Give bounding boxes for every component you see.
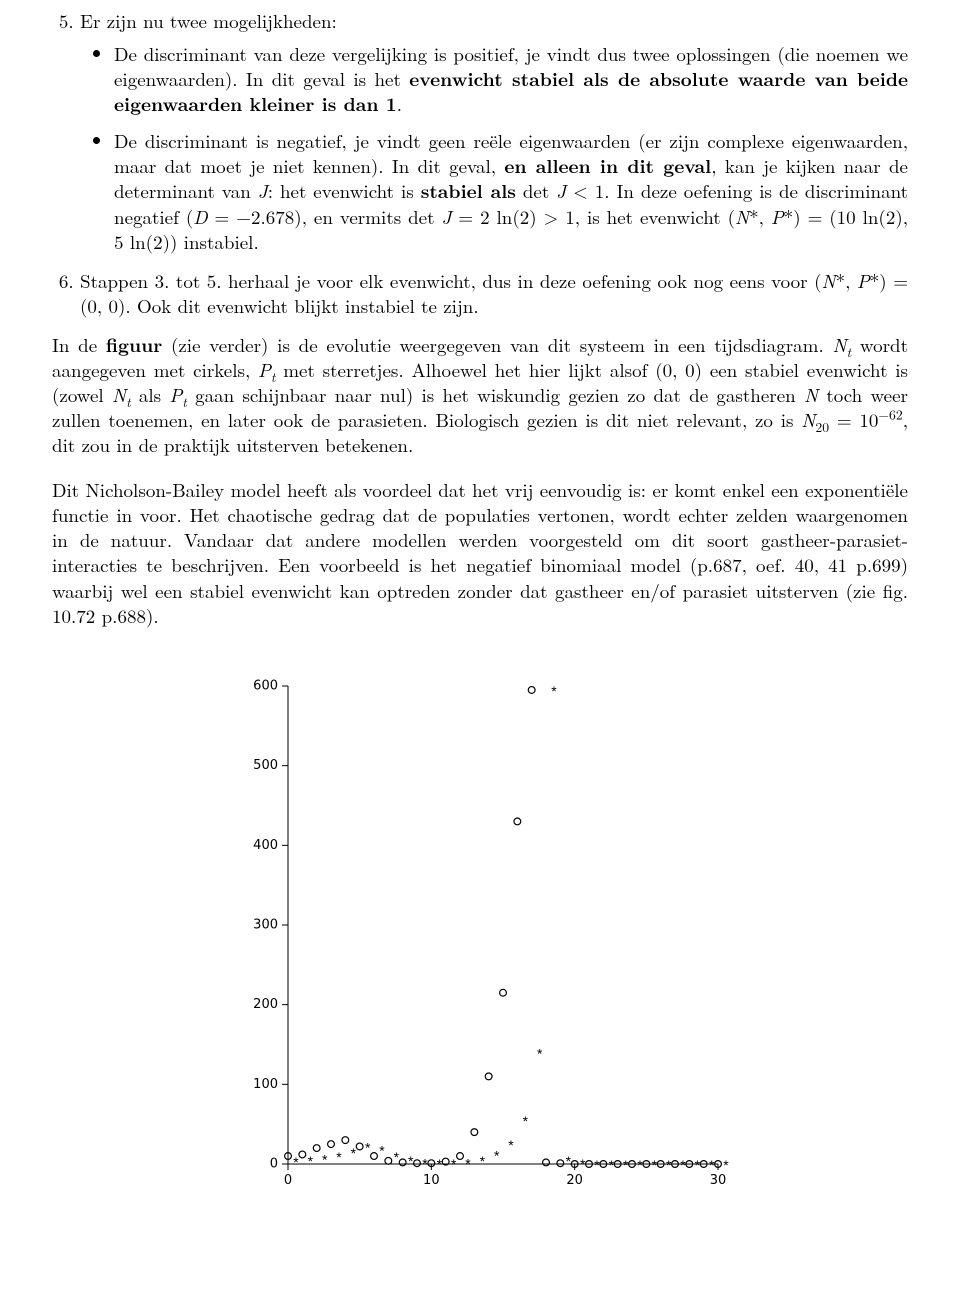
data-point-star: * (551, 683, 557, 699)
data-point-circle (543, 1159, 550, 1166)
data-point-circle (385, 1157, 392, 1164)
data-point-star: * (422, 1155, 428, 1171)
data-point-star: * (580, 1156, 586, 1172)
data-point-star: * (623, 1157, 629, 1173)
y-tick-label: 0 (270, 1156, 278, 1171)
data-point-star: * (594, 1157, 600, 1173)
data-point-star: * (637, 1157, 643, 1173)
paragraph-nicholson-bailey: Dit Nicholson-Bailey model heeft als voo… (52, 477, 908, 627)
list-item-5: Er zijn nu twee mogelijkheden: De discri… (80, 8, 908, 254)
data-point-star: * (666, 1157, 672, 1173)
data-point-circle (500, 989, 507, 996)
data-point-circle (471, 1128, 478, 1135)
data-point-star: * (652, 1157, 658, 1173)
y-tick-label: 500 (253, 758, 278, 773)
data-point-star: * (394, 1149, 400, 1165)
data-point-circle (399, 1159, 406, 1166)
chart-container: 01002003004005006000102030**************… (52, 668, 908, 1188)
time-diagram-chart: 01002003004005006000102030**************… (220, 668, 740, 1188)
list-item-6: Stappen 3. tot 5. herhaal je voor elk ev… (80, 268, 908, 318)
data-point-circle (299, 1151, 306, 1158)
data-point-star: * (494, 1147, 500, 1163)
item5-bullet-1: De discriminant van deze vergelijking is… (114, 41, 908, 116)
y-tick-label: 300 (253, 917, 278, 932)
y-tick-label: 600 (253, 678, 278, 693)
data-point-star: * (709, 1157, 715, 1173)
y-tick-label: 200 (253, 997, 278, 1012)
data-point-circle (313, 1144, 320, 1151)
data-point-star: * (308, 1153, 314, 1169)
data-point-star: * (451, 1156, 457, 1172)
item5-lead-text: Er zijn nu twee mogelijkheden: (80, 7, 337, 34)
data-point-star: * (336, 1149, 342, 1165)
numbered-list: Er zijn nu twee mogelijkheden: De discri… (52, 8, 908, 318)
data-point-circle (328, 1140, 335, 1147)
data-point-star: * (566, 1153, 572, 1169)
data-point-circle (371, 1152, 378, 1159)
data-point-star: * (293, 1154, 299, 1170)
data-point-star: * (379, 1142, 385, 1158)
data-point-star: * (680, 1157, 686, 1173)
item5-bullet-2: De discriminant is negatief, je vindt ge… (114, 128, 908, 253)
data-point-star: * (695, 1157, 701, 1173)
data-point-star: * (508, 1137, 514, 1153)
data-point-star: * (523, 1113, 529, 1129)
data-point-star: * (408, 1153, 414, 1169)
data-point-star: * (437, 1156, 443, 1172)
y-tick-label: 400 (253, 838, 278, 853)
data-point-circle (514, 818, 521, 825)
data-point-star: * (723, 1157, 729, 1173)
data-point-star: * (609, 1157, 615, 1173)
data-point-star: * (365, 1139, 371, 1155)
x-tick-label: 30 (710, 1173, 727, 1188)
data-point-star: * (351, 1145, 357, 1161)
data-point-star: * (465, 1155, 471, 1171)
data-point-circle (342, 1136, 349, 1143)
data-point-circle (414, 1160, 421, 1167)
page: Er zijn nu twee mogelijkheden: De discri… (0, 0, 960, 1307)
x-tick-label: 0 (284, 1173, 292, 1188)
data-point-circle (485, 1073, 492, 1080)
data-point-circle (457, 1152, 464, 1159)
data-point-star: * (480, 1153, 486, 1169)
x-tick-label: 20 (566, 1173, 583, 1188)
data-point-circle (557, 1160, 564, 1167)
item5-bullets: De discriminant van deze vergelijking is… (80, 41, 908, 254)
paragraph-figure-intro: In de figuur (zie verder) is de evolutie… (52, 332, 908, 457)
x-tick-label: 10 (423, 1173, 440, 1188)
y-tick-label: 100 (253, 1077, 278, 1092)
data-point-circle (528, 686, 535, 693)
data-point-star: * (322, 1151, 328, 1167)
data-point-star: * (537, 1045, 543, 1061)
data-point-circle (356, 1143, 363, 1150)
